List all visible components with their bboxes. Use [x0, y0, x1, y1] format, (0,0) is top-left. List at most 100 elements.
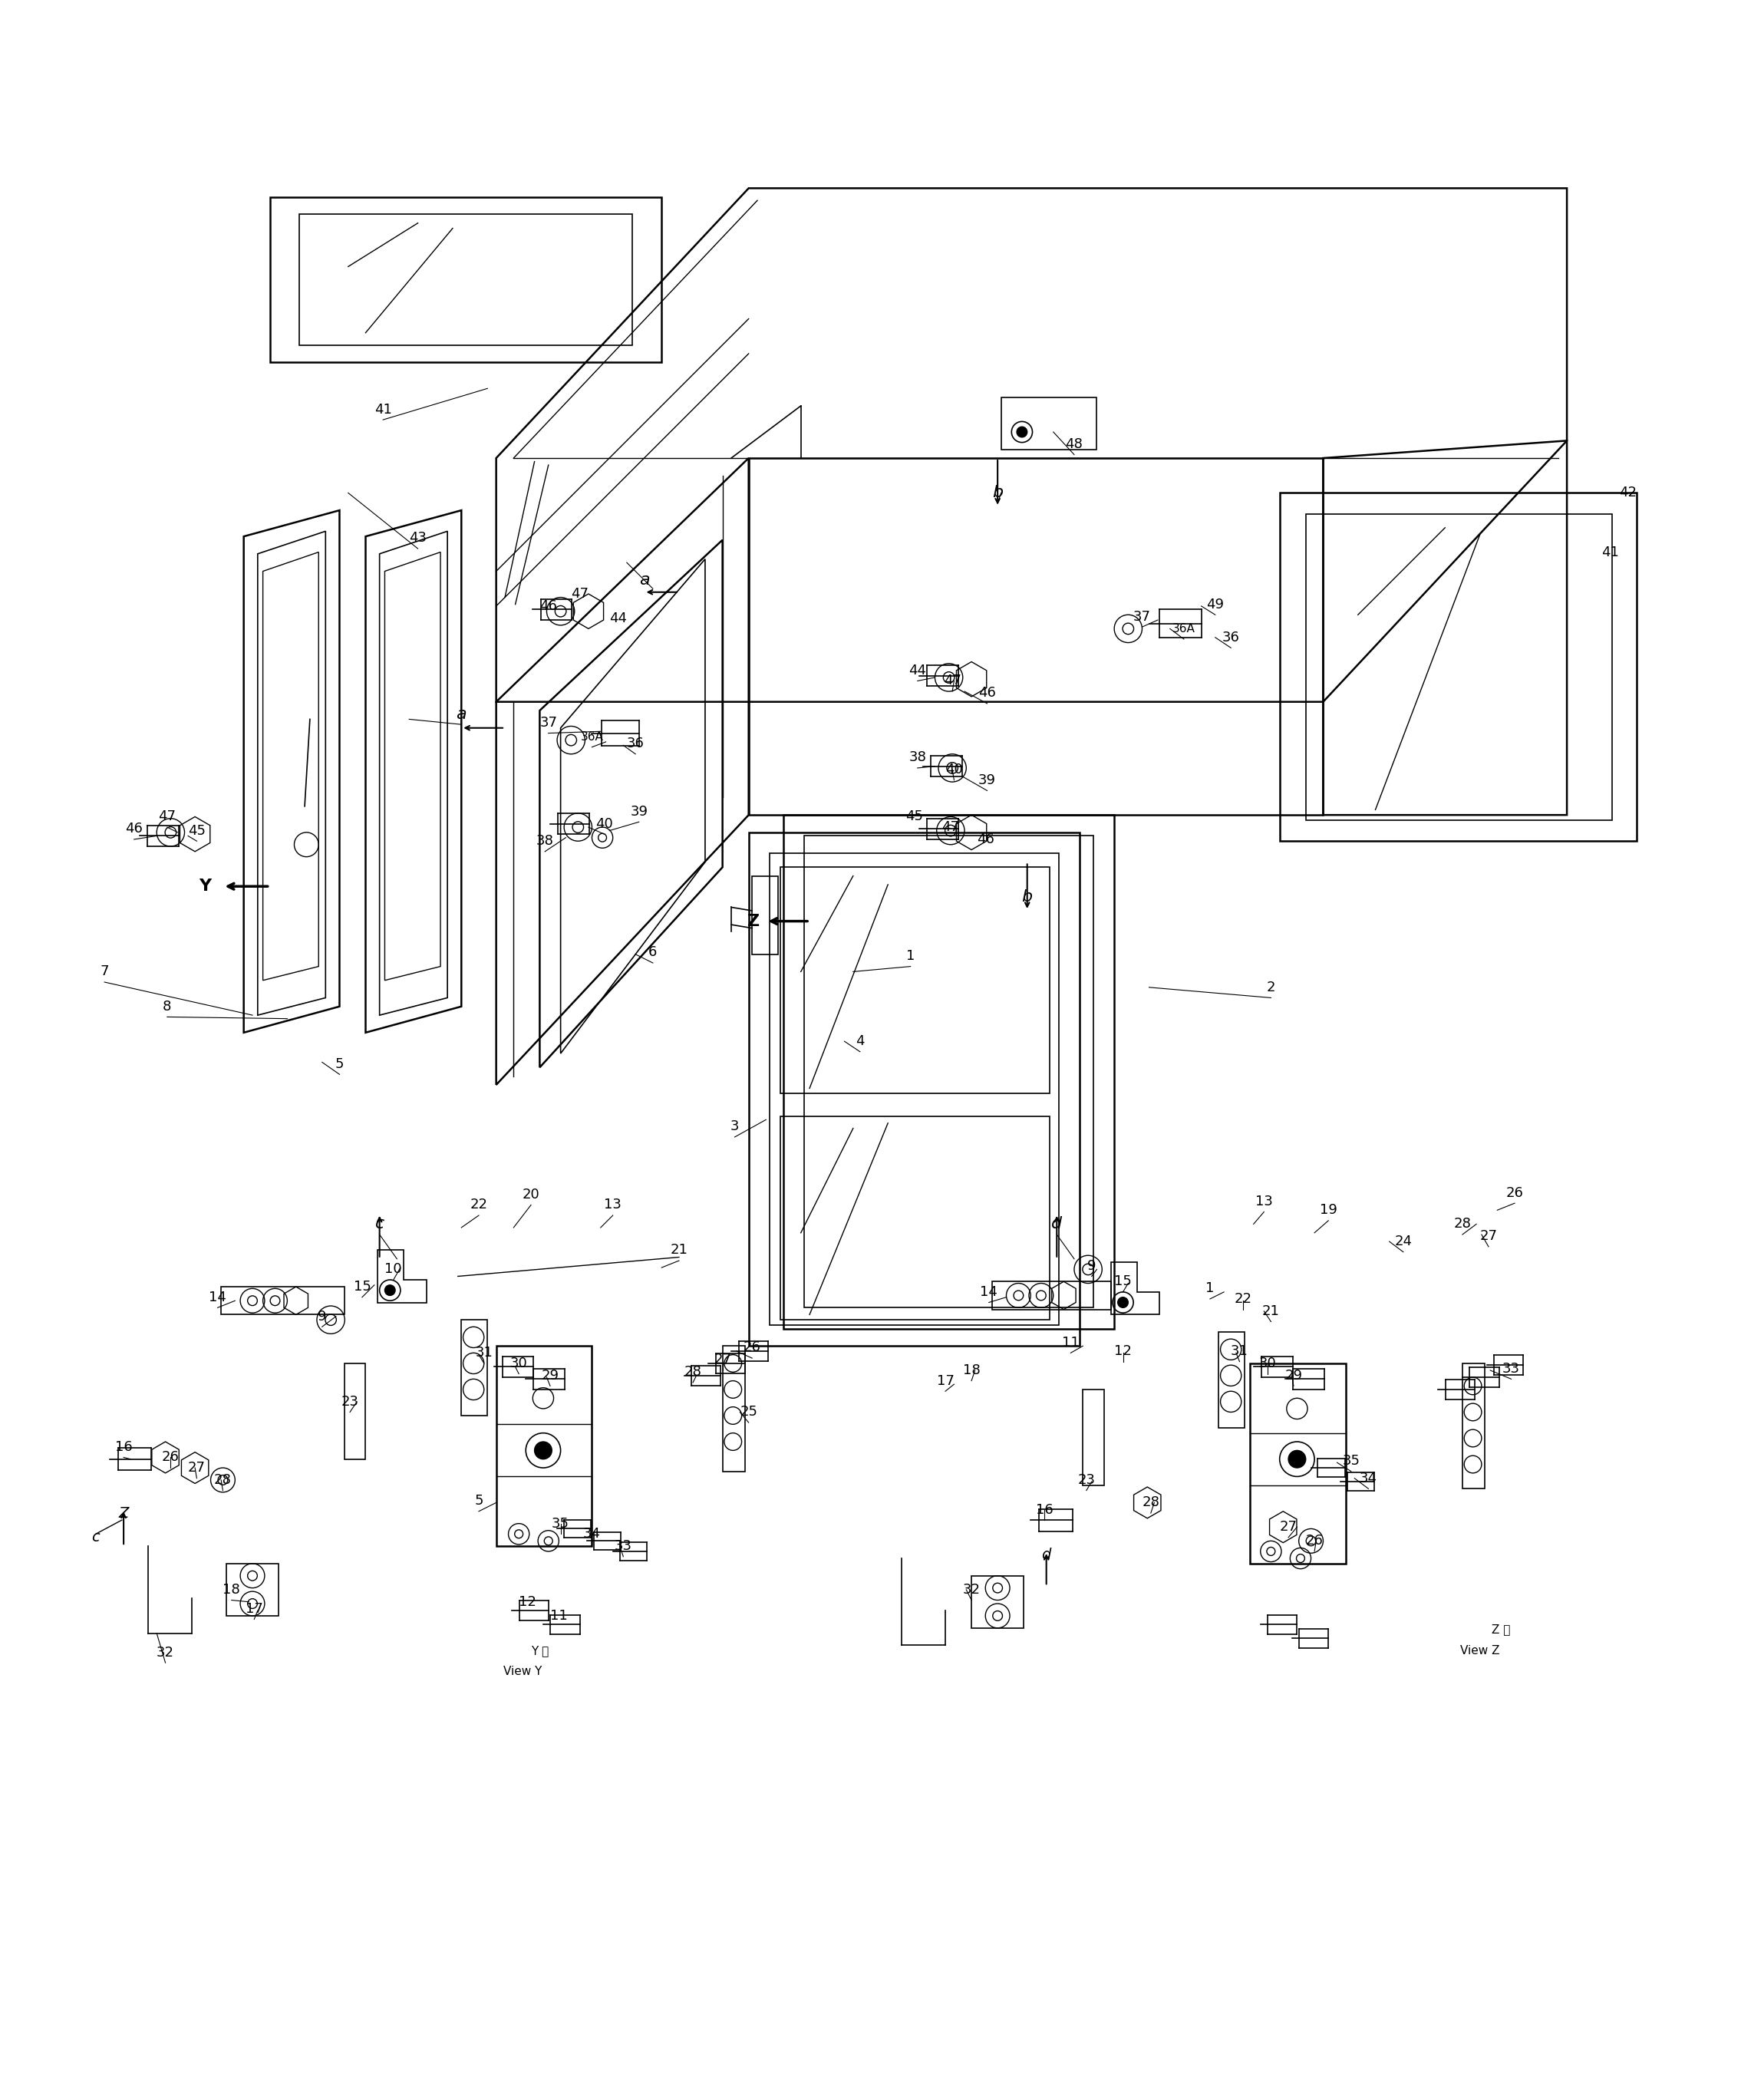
Circle shape [534, 1443, 552, 1460]
Text: 41: 41 [1602, 546, 1619, 559]
Text: 4: 4 [855, 1035, 865, 1048]
Text: 38: 38 [909, 750, 926, 764]
Text: 47: 47 [942, 821, 959, 834]
Text: 26: 26 [743, 1340, 761, 1355]
Text: 18: 18 [223, 1583, 240, 1596]
Text: b: b [992, 485, 1003, 500]
Text: 14: 14 [209, 1289, 226, 1304]
Text: 30: 30 [1259, 1357, 1276, 1371]
Text: Y: Y [198, 878, 212, 895]
Text: 2: 2 [1266, 981, 1276, 993]
Text: 9: 9 [1086, 1260, 1097, 1273]
Text: c: c [374, 1216, 385, 1233]
Text: 27: 27 [714, 1352, 731, 1367]
Text: 24: 24 [1395, 1235, 1412, 1247]
Text: 32: 32 [157, 1646, 174, 1659]
Text: 6: 6 [648, 945, 658, 960]
Text: Z: Z [118, 1506, 129, 1520]
Text: 28: 28 [684, 1365, 702, 1380]
Circle shape [1288, 1451, 1306, 1468]
Text: Y 视: Y 视 [531, 1644, 548, 1657]
Text: 43: 43 [409, 531, 427, 546]
Text: 31: 31 [475, 1346, 493, 1361]
Text: 35: 35 [552, 1516, 569, 1531]
Text: c: c [92, 1531, 99, 1546]
Text: 26: 26 [162, 1451, 179, 1464]
Text: 39: 39 [630, 804, 648, 819]
Text: 29: 29 [1285, 1369, 1302, 1382]
Bar [1001, 397, 1097, 449]
Text: 25: 25 [740, 1405, 757, 1420]
Text: Z: Z [747, 914, 761, 928]
Text: View Y: View Y [503, 1665, 541, 1678]
Text: 26: 26 [1306, 1533, 1323, 1548]
Text: 1: 1 [905, 949, 916, 964]
Text: 36: 36 [627, 737, 644, 750]
Text: 34: 34 [583, 1527, 601, 1541]
Text: 21: 21 [670, 1243, 688, 1258]
Text: 20: 20 [522, 1189, 540, 1201]
Text: 40: 40 [595, 817, 613, 832]
Text: 12: 12 [1114, 1344, 1132, 1359]
Text: Z 视: Z 视 [1492, 1623, 1509, 1636]
Text: 28: 28 [214, 1472, 232, 1487]
Circle shape [385, 1285, 395, 1296]
Text: 11: 11 [1062, 1336, 1079, 1350]
Text: 23: 23 [341, 1394, 359, 1409]
Text: 27: 27 [1480, 1228, 1497, 1243]
Text: 46: 46 [125, 821, 143, 836]
Text: 44: 44 [909, 664, 926, 678]
Text: 11: 11 [550, 1609, 568, 1623]
Text: 45: 45 [905, 811, 923, 823]
Text: 48: 48 [1065, 437, 1083, 451]
Text: 26: 26 [1506, 1186, 1523, 1199]
Text: 46: 46 [977, 832, 994, 846]
Text: 23: 23 [1078, 1472, 1095, 1487]
Text: 37: 37 [1133, 609, 1151, 624]
Text: 8: 8 [162, 1000, 172, 1014]
Text: 47: 47 [158, 811, 176, 823]
Text: d: d [1041, 1548, 1052, 1562]
Text: 1: 1 [1205, 1281, 1215, 1296]
Text: 46: 46 [540, 598, 557, 613]
Text: a: a [639, 573, 649, 588]
Text: 37: 37 [540, 716, 557, 729]
Text: 22: 22 [1234, 1292, 1252, 1306]
Text: b: b [1022, 888, 1032, 905]
Circle shape [1017, 426, 1027, 437]
Text: 14: 14 [980, 1285, 998, 1300]
Text: 49: 49 [1207, 596, 1224, 611]
Circle shape [1118, 1298, 1128, 1308]
Text: 44: 44 [609, 611, 627, 626]
Text: 27: 27 [188, 1462, 205, 1474]
Bar [752, 876, 778, 953]
Text: 32: 32 [963, 1583, 980, 1596]
Text: 47: 47 [944, 674, 961, 689]
Text: 40: 40 [945, 762, 963, 777]
Text: 15: 15 [353, 1279, 371, 1294]
Text: a: a [456, 706, 467, 722]
Text: 10: 10 [385, 1262, 402, 1277]
Text: 45: 45 [188, 823, 205, 838]
Text: 46: 46 [978, 687, 996, 699]
Text: 19: 19 [1320, 1203, 1337, 1218]
Text: 28: 28 [1454, 1218, 1471, 1231]
Text: 36: 36 [1222, 630, 1240, 645]
Text: d: d [1052, 1216, 1062, 1233]
Text: 16: 16 [1036, 1504, 1053, 1516]
Text: 33: 33 [1502, 1361, 1520, 1376]
Text: 18: 18 [963, 1363, 980, 1378]
Text: 5: 5 [334, 1056, 345, 1071]
Text: 5: 5 [474, 1493, 484, 1508]
Text: 9: 9 [317, 1310, 327, 1323]
Text: 15: 15 [1114, 1275, 1132, 1289]
Text: 27: 27 [1280, 1520, 1297, 1533]
Text: 21: 21 [1262, 1304, 1280, 1319]
Text: 28: 28 [1142, 1495, 1160, 1510]
Text: 13: 13 [1255, 1195, 1273, 1207]
Text: 33: 33 [615, 1539, 632, 1554]
Text: 36A: 36A [1172, 624, 1196, 634]
Text: View Z: View Z [1461, 1644, 1499, 1657]
Text: 39: 39 [978, 773, 996, 788]
Text: 12: 12 [519, 1596, 536, 1609]
